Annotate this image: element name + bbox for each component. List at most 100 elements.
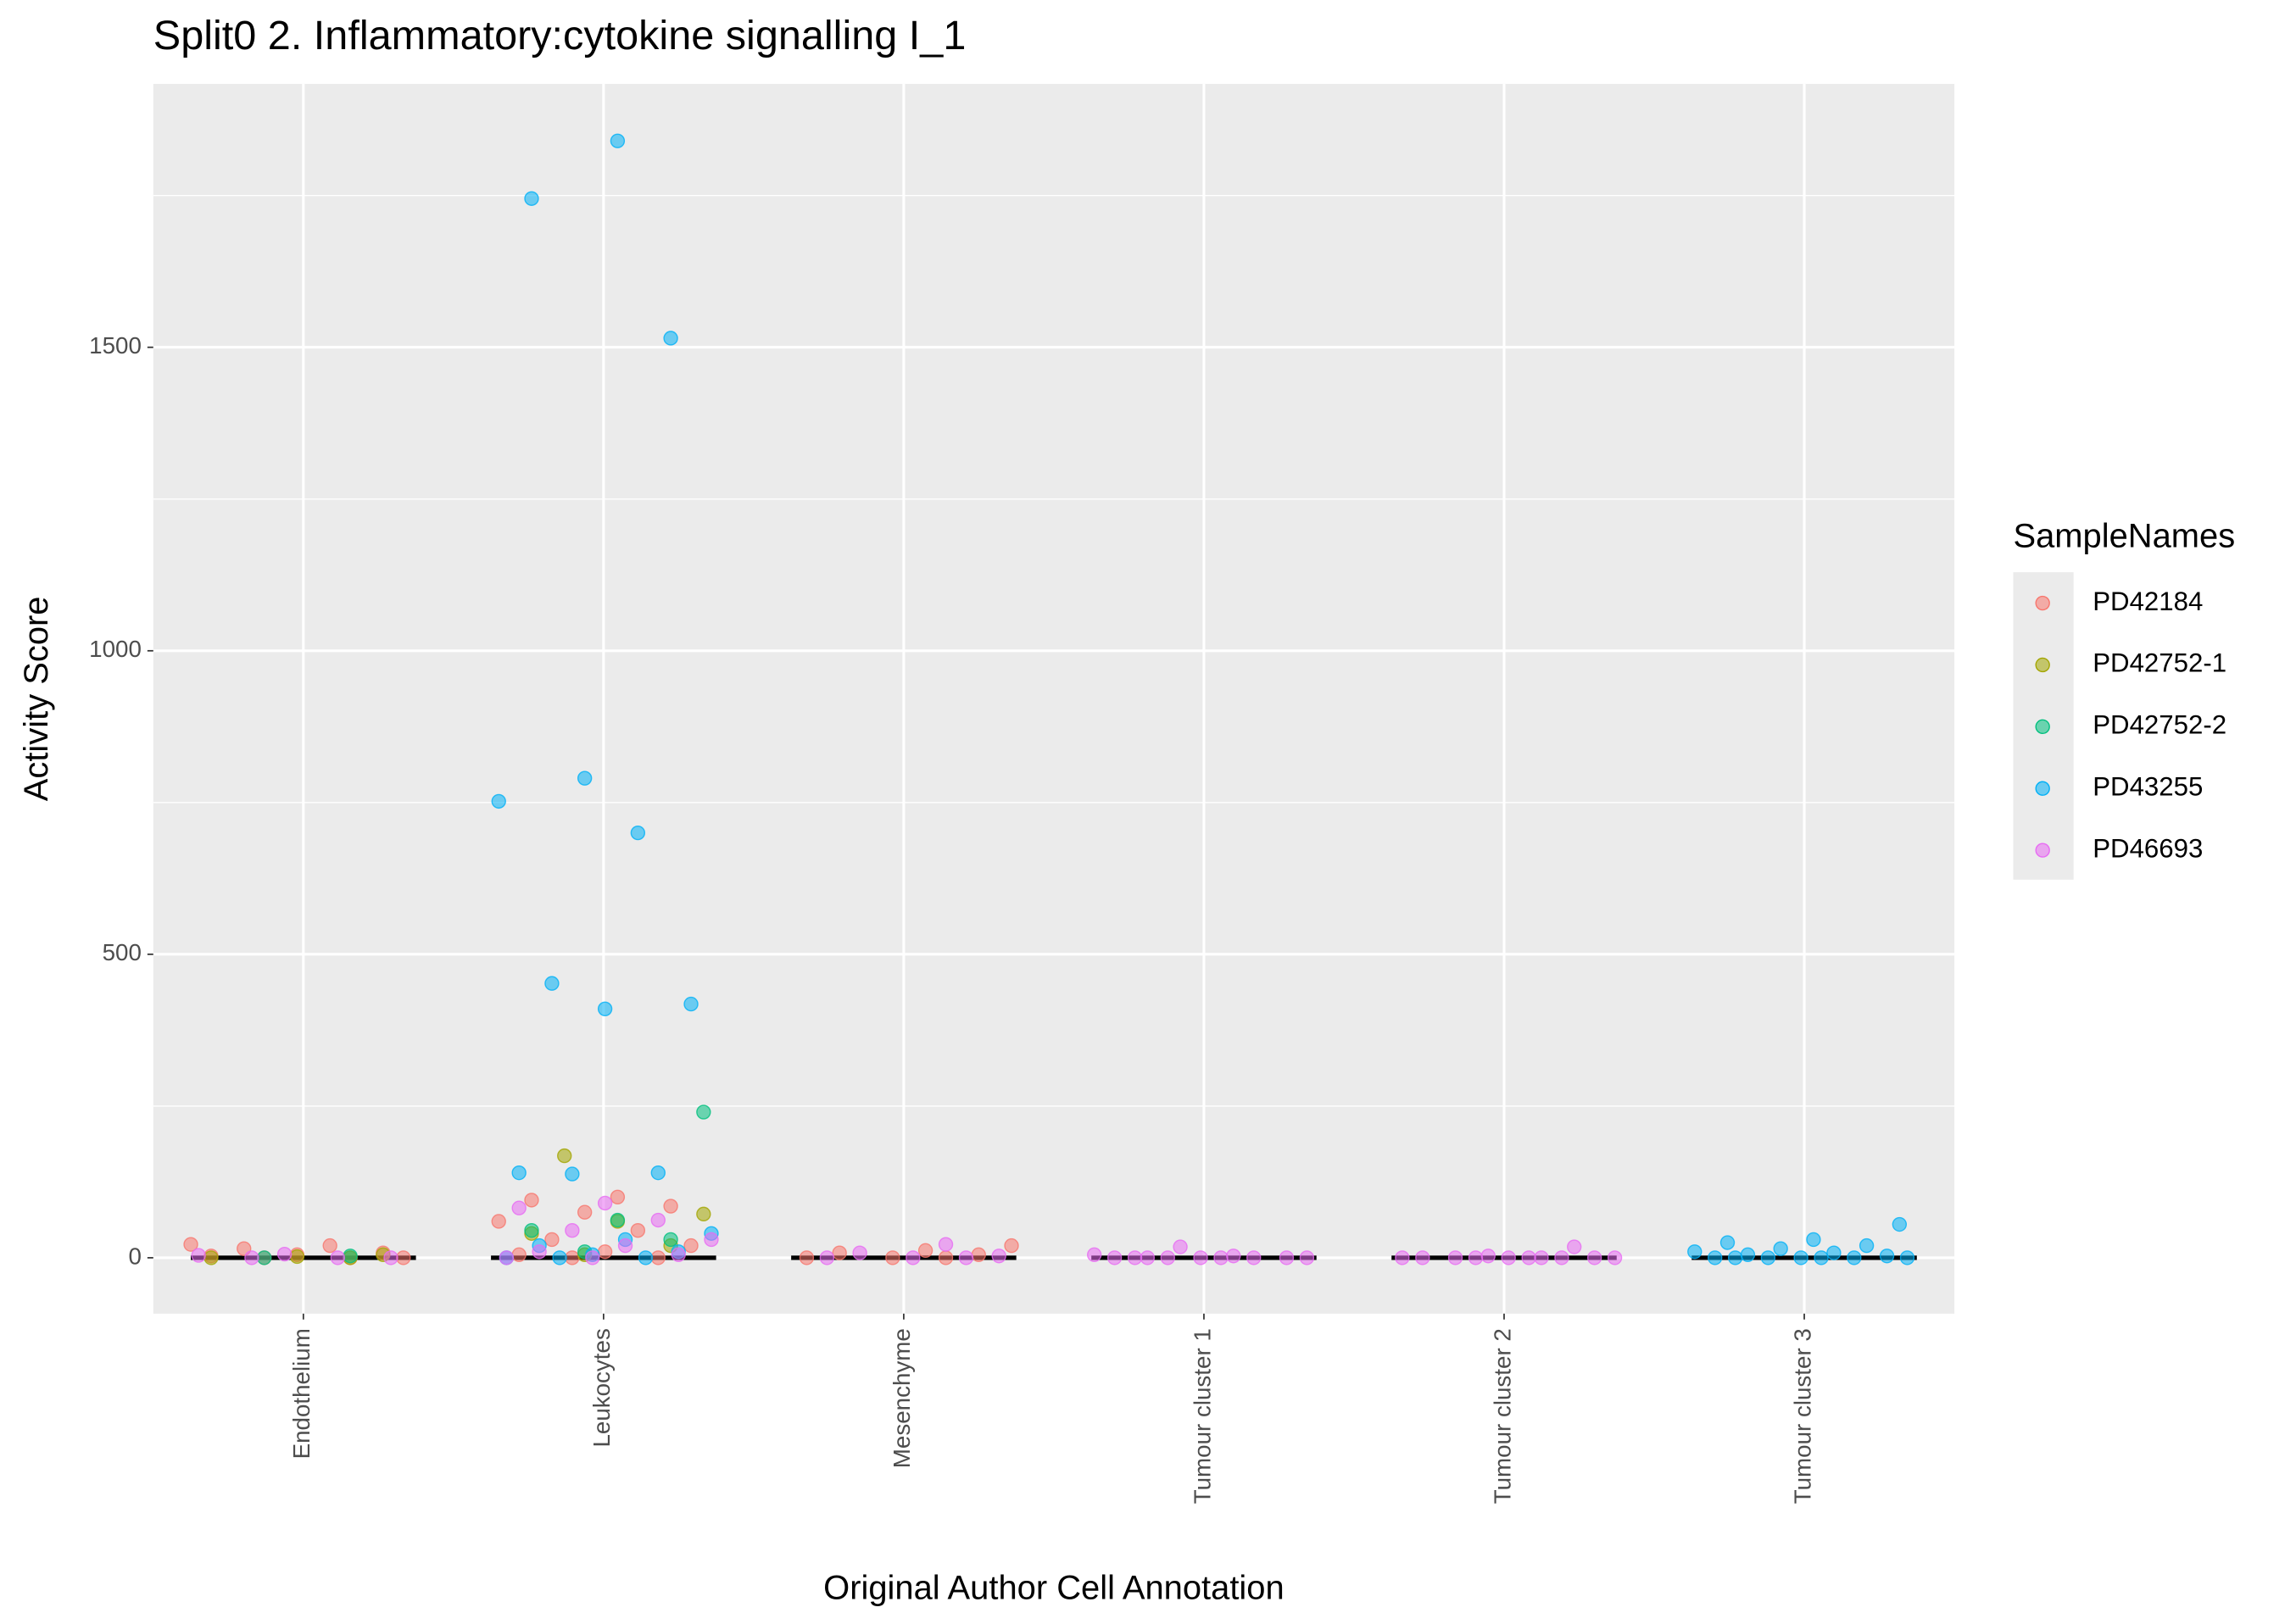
point	[1847, 1250, 1862, 1265]
point	[938, 1250, 954, 1265]
point	[322, 1237, 337, 1254]
x-tick-label: Endothelium	[288, 1328, 315, 1459]
point	[1447, 1250, 1463, 1265]
x-axis-title: Original Author Cell Annotation	[823, 1570, 1285, 1607]
point	[610, 1189, 626, 1204]
point	[1793, 1250, 1808, 1265]
point	[1586, 1250, 1602, 1265]
point	[906, 1250, 921, 1265]
point	[610, 1212, 626, 1228]
point	[832, 1245, 847, 1260]
point	[1773, 1241, 1788, 1256]
point	[532, 1244, 547, 1260]
point	[1727, 1250, 1743, 1265]
point	[1521, 1250, 1536, 1265]
point	[1299, 1250, 1315, 1265]
y-tick-label: 1500	[89, 332, 142, 359]
point	[524, 1193, 539, 1208]
point	[1687, 1244, 1702, 1260]
y-tick-label: 0	[128, 1243, 141, 1269]
point	[565, 1166, 580, 1182]
legend-label: PD43255	[2093, 771, 2203, 801]
legend-label: PD46693	[2093, 833, 2203, 863]
point	[1814, 1250, 1829, 1265]
point	[1127, 1250, 1143, 1265]
point	[819, 1250, 835, 1265]
legend-key	[2035, 657, 2050, 673]
point	[650, 1212, 666, 1228]
point	[1859, 1237, 1875, 1254]
point	[524, 1223, 539, 1238]
point	[1213, 1250, 1229, 1265]
point	[1806, 1232, 1821, 1248]
point	[650, 1250, 666, 1265]
point	[663, 331, 678, 346]
point	[630, 1223, 646, 1238]
point	[1004, 1237, 1019, 1254]
legend-label: PD42752-1	[2093, 648, 2226, 678]
point	[511, 1247, 527, 1263]
x-tick-label: Leukocytes	[588, 1328, 615, 1447]
point	[683, 1237, 699, 1254]
x-tick-label: Mesenchyme	[889, 1328, 915, 1468]
point	[1415, 1250, 1430, 1265]
point	[696, 1206, 711, 1222]
point	[1480, 1249, 1496, 1264]
legend-key	[2035, 781, 2050, 796]
point	[671, 1247, 686, 1263]
y-tick-label: 1000	[89, 636, 142, 662]
point	[1279, 1250, 1295, 1265]
point	[917, 1243, 933, 1259]
point	[1740, 1247, 1756, 1263]
point	[1607, 1250, 1623, 1265]
point	[799, 1250, 815, 1265]
point	[852, 1245, 867, 1260]
point	[524, 191, 539, 206]
point	[1892, 1216, 1908, 1232]
point	[511, 1165, 527, 1181]
point	[544, 1232, 560, 1248]
point	[597, 1195, 613, 1211]
point	[958, 1250, 974, 1265]
point	[557, 1148, 572, 1164]
point	[1534, 1250, 1549, 1265]
point	[289, 1249, 305, 1265]
point	[1501, 1250, 1516, 1265]
point	[1708, 1250, 1723, 1265]
point	[491, 1214, 506, 1229]
point	[1173, 1239, 1188, 1254]
point	[1395, 1250, 1410, 1265]
point	[638, 1250, 654, 1265]
point	[244, 1250, 259, 1265]
point	[577, 770, 593, 786]
point	[203, 1250, 219, 1265]
point	[663, 1199, 678, 1214]
point	[1899, 1250, 1915, 1265]
point	[597, 1001, 613, 1016]
point	[938, 1237, 954, 1252]
point	[396, 1250, 411, 1265]
point	[991, 1249, 1006, 1264]
point	[971, 1247, 986, 1263]
chart-title: Split0 2. Inflammatory:cytokine signalli…	[153, 13, 967, 58]
point	[585, 1250, 600, 1265]
point	[552, 1250, 567, 1265]
legend: PD42184 PD42752-1 PD42752-2 PD43255 PD46693	[2013, 572, 2226, 880]
point	[597, 1244, 613, 1260]
point	[257, 1250, 272, 1265]
panel	[153, 83, 1955, 1314]
point	[630, 825, 646, 841]
x-tick-label: Tumour cluster 1	[1189, 1328, 1215, 1504]
point	[565, 1223, 580, 1238]
point	[1567, 1239, 1582, 1254]
point	[511, 1200, 527, 1215]
point	[1193, 1250, 1208, 1265]
legend-label: PD42752-2	[2093, 710, 2226, 740]
point	[1826, 1245, 1842, 1260]
point	[577, 1204, 593, 1220]
point	[544, 976, 560, 991]
point	[704, 1232, 719, 1248]
legend-key	[2035, 595, 2050, 611]
point	[885, 1250, 900, 1265]
grid	[153, 83, 1955, 1314]
